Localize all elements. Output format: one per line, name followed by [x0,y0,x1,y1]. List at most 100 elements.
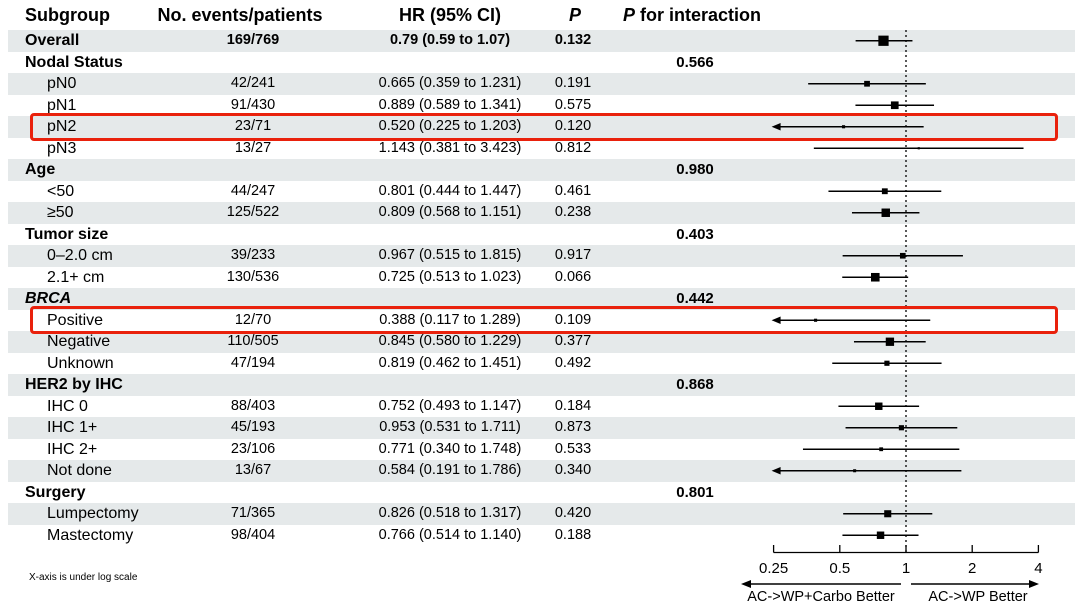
p-interaction-value: 0.980 [676,161,714,178]
axis-tick-label: 0.5 [829,560,850,577]
p-value: 0.575 [554,96,592,113]
p-value: 0.109 [554,311,592,328]
table-row: Unknown 47/194 0.819 (0.462 to 1.451) 0.492 [8,353,1075,375]
subgroup-label: IHC 0 [47,397,88,415]
table-row: pN1 91/430 0.889 (0.589 to 1.341) 0.575 [8,95,1075,117]
table-row: ≥50 125/522 0.809 (0.568 to 1.151) 0.238 [8,202,1075,224]
table-row: IHC 1+ 45/193 0.953 (0.531 to 1.711) 0.873 [8,417,1075,439]
table-row: pN2 23/71 0.520 (0.225 to 1.203) 0.120 [8,116,1075,138]
events-value: 42/241 [230,75,276,91]
p-interaction-value: 0.442 [676,290,714,307]
header-p-interaction-rest: for interaction [640,5,762,25]
subgroup-label: Tumor size [25,225,109,243]
hr-ci-value: 0.725 (0.513 to 1.023) [378,268,522,285]
p-value: 0.340 [554,462,592,478]
events-value: 45/193 [230,419,276,435]
p-value: 0.188 [554,526,592,543]
p-interaction-value: 0.801 [676,483,714,501]
hr-ci-value: 0.584 (0.191 to 1.786) [378,462,522,478]
hr-ci-value: 0.826 (0.518 to 1.317) [378,505,522,521]
subgroup-label: pN1 [47,96,77,114]
subgroup-label: HER2 by IHC [25,376,123,393]
p-interaction-value: 0.566 [676,53,714,71]
hr-ci-value: 0.752 (0.493 to 1.147) [378,397,522,414]
p-value: 0.066 [554,268,592,285]
table-row: 2.1+ cm 130/536 0.725 (0.513 to 1.023) 0.06… [8,267,1075,289]
events-value: 13/27 [234,139,272,156]
header-subgroup: Subgroup [25,5,110,25]
events-value: 169/769 [226,32,280,48]
hr-ci-value: 0.845 (0.580 to 1.229) [378,333,522,349]
hr-ci-value: 0.79 (0.59 to 1.07) [389,32,511,48]
p-value: 0.420 [554,505,592,521]
subgroup-label: Mastectomy [47,526,134,544]
events-value: 88/403 [230,397,276,414]
subgroup-label: 2.1+ cm [47,268,105,286]
header-hr-ci: HR (95% CI) [398,5,502,25]
table-row: Nodal Status 0.566 [8,52,1075,74]
highlight-box [30,306,1058,335]
table-row: Tumor size 0.403 [8,224,1075,246]
table-row: IHC 2+ 23/106 0.771 (0.340 to 1.748) 0.533 [8,439,1075,461]
p-value: 0.377 [554,333,592,349]
axis-tick-label: 0.25 [759,560,788,577]
subgroup-label: 0–2.0 cm [47,247,113,264]
table-row: HER2 by IHC 0.868 [8,374,1075,396]
table-row: pN0 42/241 0.665 (0.359 to 1.231) 0.191 [8,73,1075,95]
table-row: BRCA 0.442 [8,288,1075,310]
p-value: 0.812 [554,139,592,156]
subgroup-label: Age [25,161,56,178]
events-value: 110/505 [227,333,279,349]
p-value: 0.120 [554,118,592,134]
subgroup-label: Positive [47,311,104,329]
subgroup-label: Lumpectomy [47,505,139,522]
direction-arrow-left-head [741,580,751,588]
subgroup-label: pN3 [47,139,77,157]
table-row: Surgery 0.801 [8,482,1075,504]
subgroup-label: pN2 [47,118,77,135]
log-scale-footnote: X-axis is under log scale [29,572,138,583]
table-row: <50 44/247 0.801 (0.444 to 1.447) 0.461 [8,181,1075,203]
events-value: 23/106 [230,440,276,457]
events-value: 125/522 [226,204,280,220]
subgroup-label: Not done [47,462,112,479]
subgroup-label: pN0 [47,75,77,92]
p-interaction-value: 0.868 [676,376,714,393]
hr-ci-value: 0.809 (0.568 to 1.151) [378,204,522,220]
subgroup-label: Unknown [47,354,114,372]
direction-label-right: AC->WP Better [928,589,1028,605]
subgroup-label: <50 [47,182,75,200]
hr-ci-value: 1.143 (0.381 to 3.423) [378,139,522,156]
table-row: Not done 13/67 0.584 (0.191 to 1.786) 0.340 [8,460,1075,482]
table-row: pN3 13/27 1.143 (0.381 to 3.423) 0.812 [8,138,1075,160]
p-value: 0.917 [554,247,592,263]
events-value: 12/70 [234,311,272,328]
events-value: 13/67 [234,462,272,478]
header-p-interaction-p: P [623,5,636,25]
table-row: Positive 12/70 0.388 (0.117 to 1.289) 0.109 [8,310,1075,332]
table-row: Age 0.980 [8,159,1075,181]
direction-arrow-right-head [1029,580,1039,588]
highlight-box [30,112,1058,141]
events-value: 71/365 [230,505,276,521]
hr-ci-value: 0.388 (0.117 to 1.289) [379,311,521,328]
p-value: 0.492 [554,354,592,371]
table-row: IHC 0 88/403 0.752 (0.493 to 1.147) 0.184 [8,396,1075,418]
events-value: 47/194 [230,354,276,371]
events-value: 23/71 [234,118,272,134]
axis-tick-label: 4 [1034,560,1042,577]
subgroup-label: ≥50 [47,204,74,221]
hr-ci-value: 0.766 (0.514 to 1.140) [378,526,522,543]
table-row: Overall 169/769 0.79 (0.59 to 1.07) 0.132 [8,30,1075,52]
header-events: No. events/patients [157,5,323,25]
hr-ci-value: 0.665 (0.359 to 1.231) [378,75,522,91]
header-p: P [568,5,582,25]
hr-ci-value: 0.801 (0.444 to 1.447) [378,182,522,199]
subgroup-label: Overall [25,32,80,49]
table-row: 0–2.0 cm 39/233 0.967 (0.515 to 1.815) 0.91… [8,245,1075,267]
hr-ci-value: 0.953 (0.531 to 1.711) [379,419,521,435]
subgroup-label: IHC 2+ [47,440,98,458]
p-value: 0.184 [554,397,592,414]
p-interaction-value: 0.403 [676,225,714,243]
